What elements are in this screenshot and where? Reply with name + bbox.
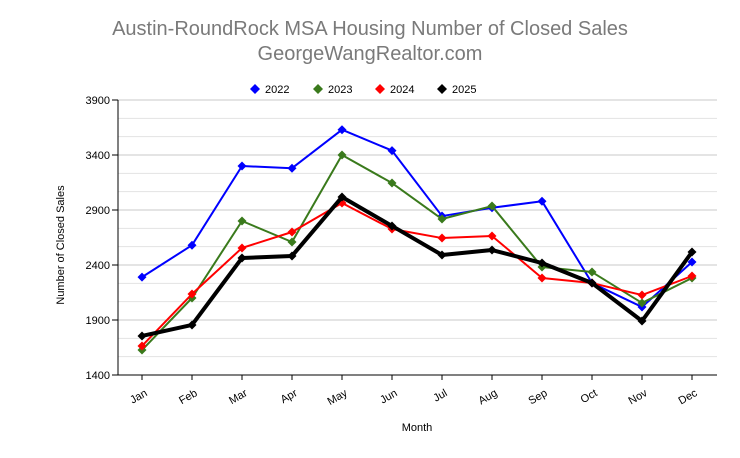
data-point-2024-aug xyxy=(487,231,497,241)
x-tick-label: Nov xyxy=(627,387,650,407)
y-tick-label: 1900 xyxy=(86,315,110,327)
data-point-2025-feb xyxy=(187,320,197,330)
data-point-2024-dec xyxy=(687,271,697,281)
data-point-2022-mar xyxy=(237,161,247,171)
data-point-2024-nov xyxy=(637,290,647,300)
x-tick-label: Jul xyxy=(431,387,449,404)
x-tick-label: Oct xyxy=(579,387,600,406)
data-point-2023-may xyxy=(337,150,347,160)
x-tick-label: Apr xyxy=(279,387,300,406)
data-point-2022-may xyxy=(337,125,347,135)
x-tick-label: Sep xyxy=(527,387,550,407)
data-point-2024-jan xyxy=(137,341,147,351)
data-point-2025-oct xyxy=(587,278,597,288)
legend-marker-2025 xyxy=(437,84,447,94)
data-point-2025-may xyxy=(337,192,347,202)
legend-label-2022: 2022 xyxy=(265,84,289,96)
data-point-2025-nov xyxy=(637,316,647,326)
chart-subtitle: GeorgeWangRealtor.com xyxy=(257,43,483,65)
data-point-2024-apr xyxy=(287,227,297,237)
y-tick-label: 3400 xyxy=(86,150,110,162)
y-tick-label: 1400 xyxy=(86,370,110,382)
legend-label-2023: 2023 xyxy=(328,84,352,96)
data-point-2022-apr xyxy=(287,163,297,173)
data-point-2025-jun xyxy=(387,221,397,231)
data-point-2023-jun xyxy=(387,178,397,188)
data-point-2025-apr xyxy=(287,251,297,261)
legend-label-2024: 2024 xyxy=(390,84,414,96)
series-line-2025 xyxy=(141,195,694,338)
data-point-2023-nov xyxy=(637,298,647,308)
x-tick-label: Jun xyxy=(378,387,399,406)
data-point-2022-dec xyxy=(687,257,697,267)
legend-marker-2022 xyxy=(250,84,260,94)
legend-marker-2024 xyxy=(375,84,385,94)
x-tick-label: Jan xyxy=(128,387,149,406)
y-tick-label: 3900 xyxy=(86,95,110,107)
data-point-2022-jan xyxy=(137,272,147,282)
data-point-2022-sep xyxy=(537,196,547,206)
data-point-2024-sep xyxy=(537,273,547,283)
data-point-2023-oct xyxy=(587,267,597,277)
data-point-2023-apr xyxy=(287,237,297,247)
data-point-2023-aug xyxy=(487,201,497,211)
data-point-2023-jul xyxy=(437,214,447,224)
x-axis-label: Month xyxy=(402,422,433,434)
x-tick-label: Feb xyxy=(177,387,199,407)
data-point-2024-mar xyxy=(237,243,247,253)
y-tick-label: 2400 xyxy=(86,260,110,272)
data-point-2025-mar xyxy=(237,253,247,263)
series-line-2023 xyxy=(141,154,693,351)
data-point-2023-mar xyxy=(237,216,247,226)
x-tick-label: May xyxy=(326,387,350,408)
data-point-2025-jul xyxy=(437,250,447,260)
data-point-2024-jul xyxy=(437,233,447,243)
series-line-2024 xyxy=(141,201,693,347)
data-point-2025-aug xyxy=(487,245,497,255)
x-tick-label: Aug xyxy=(477,387,500,407)
data-point-2025-sep xyxy=(537,258,547,268)
x-tick-label: Mar xyxy=(227,387,250,407)
y-tick-label: 2900 xyxy=(86,205,110,217)
data-point-2024-feb xyxy=(187,289,197,299)
data-point-2025-jan xyxy=(137,331,147,341)
chart-title: Austin-RoundRock MSA Housing Number of C… xyxy=(112,18,628,40)
x-tick-label: Dec xyxy=(677,387,700,407)
legend-label-2025: 2025 xyxy=(452,84,476,96)
data-point-2025-dec xyxy=(687,247,697,257)
data-point-2022-feb xyxy=(187,240,197,250)
y-axis-label: Number of Closed Sales xyxy=(55,185,67,305)
legend-marker-2023 xyxy=(313,84,323,94)
data-point-2022-jun xyxy=(387,146,397,156)
